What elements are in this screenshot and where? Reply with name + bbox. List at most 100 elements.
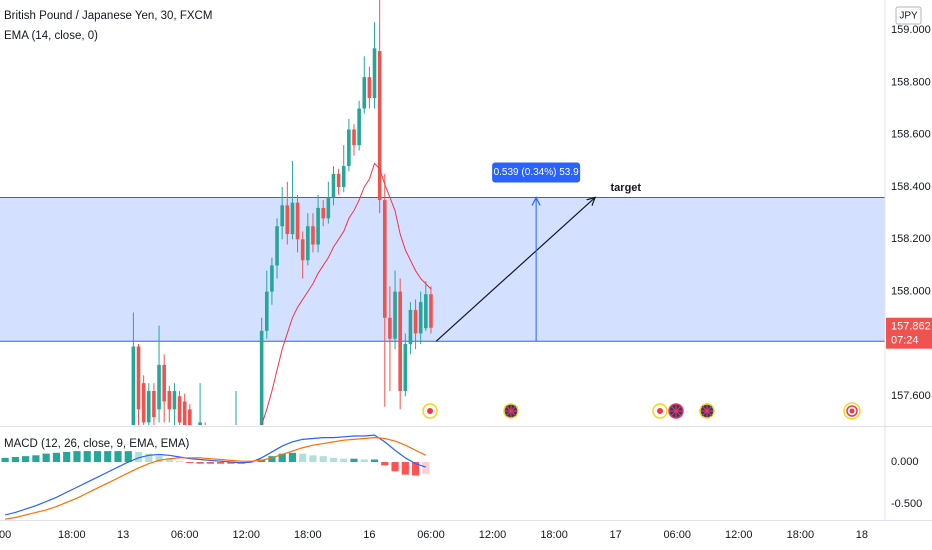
candle-body bbox=[403, 343, 408, 391]
countdown-label: 07:24 bbox=[891, 335, 919, 347]
x-tick-label: 00 bbox=[0, 529, 11, 541]
histogram-bar bbox=[299, 453, 307, 463]
y-tick-label: 158.600 bbox=[891, 129, 931, 141]
histogram-bar bbox=[175, 461, 184, 463]
y-tick-label: 158.000 bbox=[891, 286, 931, 298]
last-price-label: 157.862 bbox=[891, 321, 931, 333]
candle-body bbox=[341, 166, 346, 187]
candle-body bbox=[362, 77, 367, 109]
histogram-bar bbox=[217, 462, 225, 464]
candle-body bbox=[372, 48, 377, 99]
histogram-bar bbox=[145, 453, 153, 463]
ema-line bbox=[261, 162, 432, 425]
candle-body bbox=[326, 197, 331, 219]
candle-body bbox=[347, 129, 351, 167]
y-tick-label: 158.800 bbox=[891, 76, 931, 88]
candle-body bbox=[388, 317, 392, 339]
histogram-bar bbox=[114, 451, 122, 463]
candle-body bbox=[264, 291, 269, 331]
histogram-bar bbox=[104, 451, 112, 463]
histogram-bar bbox=[196, 462, 204, 464]
candle-body bbox=[290, 202, 295, 235]
event-icon[interactable] bbox=[843, 402, 861, 420]
y-tick-label: 158.400 bbox=[891, 181, 931, 193]
macd-pane bbox=[1, 434, 430, 520]
candle-body bbox=[167, 391, 172, 410]
y-tick-label: 158.200 bbox=[891, 233, 931, 245]
histogram-bar bbox=[93, 451, 102, 463]
candle-body bbox=[172, 391, 177, 410]
candle-body bbox=[316, 207, 320, 245]
candle-body bbox=[275, 226, 279, 266]
indicator-label: EMA (14, close, 0) bbox=[4, 30, 98, 42]
event-icon[interactable] bbox=[668, 403, 684, 419]
candle-body bbox=[352, 129, 356, 146]
event-icon[interactable] bbox=[652, 403, 668, 419]
x-tick-label: 16 bbox=[363, 529, 375, 541]
candle-body bbox=[141, 383, 146, 423]
histogram-bar bbox=[381, 462, 389, 466]
macd-line bbox=[4, 434, 427, 516]
histogram-bar bbox=[134, 451, 143, 463]
macd-line bbox=[5, 437, 427, 520]
histogram-bar bbox=[278, 453, 286, 463]
histogram-bar bbox=[155, 456, 163, 463]
histogram-bar bbox=[350, 458, 358, 463]
candle-body bbox=[321, 207, 326, 219]
candle-body bbox=[429, 294, 433, 328]
x-tick-label: 06:00 bbox=[417, 529, 445, 541]
zone bbox=[0, 197, 885, 342]
histogram-bar bbox=[422, 462, 430, 474]
candle-body bbox=[136, 346, 141, 410]
histogram-bar bbox=[319, 456, 327, 463]
event-icon[interactable] bbox=[503, 403, 519, 419]
candle-body bbox=[198, 422, 202, 425]
histogram-bar bbox=[268, 456, 276, 463]
histogram-bar bbox=[32, 455, 40, 463]
candle-body bbox=[146, 391, 151, 423]
candle-body bbox=[424, 294, 428, 329]
x-tick-label: 18 bbox=[856, 529, 868, 541]
x-tick-label: 13 bbox=[117, 529, 129, 541]
candle-body bbox=[280, 205, 284, 227]
last-price-box bbox=[886, 317, 932, 349]
x-tick-label: 18:00 bbox=[540, 529, 568, 541]
currency-box[interactable] bbox=[895, 6, 922, 25]
histogram-bar bbox=[227, 462, 235, 464]
event-icon[interactable] bbox=[699, 403, 715, 419]
candle-body bbox=[162, 364, 166, 402]
measure-box bbox=[492, 162, 581, 183]
x-tick-label: 12:00 bbox=[725, 529, 753, 541]
x-tick-label: 18:00 bbox=[787, 529, 815, 541]
histogram-bar bbox=[401, 462, 409, 475]
x-tick-label: 12:00 bbox=[479, 529, 507, 541]
histogram-bar bbox=[73, 451, 81, 463]
event-icon[interactable] bbox=[422, 403, 438, 419]
candle-body bbox=[393, 291, 397, 339]
x-tick-label: 06:00 bbox=[171, 529, 199, 541]
candle-body bbox=[306, 226, 310, 261]
histogram-bar bbox=[340, 458, 348, 463]
candle-body bbox=[259, 330, 264, 425]
histogram-bar bbox=[288, 452, 297, 463]
x-tick-label: 12:00 bbox=[232, 529, 260, 541]
histogram-bar bbox=[63, 451, 71, 463]
candle-body bbox=[418, 302, 423, 334]
currency-label[interactable]: JPY bbox=[899, 11, 918, 22]
price-pane bbox=[0, 0, 885, 425]
candle-body bbox=[336, 173, 341, 187]
candle-body bbox=[131, 346, 136, 425]
x-tick-label: 18:00 bbox=[58, 529, 86, 541]
histogram-bar bbox=[411, 462, 420, 476]
histogram-bar bbox=[329, 457, 338, 463]
target-label: target bbox=[611, 182, 642, 194]
candle-body bbox=[270, 265, 274, 292]
x-tick-label: 17 bbox=[610, 529, 622, 541]
x-tick-label: 18:00 bbox=[294, 529, 322, 541]
y-tick-label: -0.500 bbox=[891, 498, 922, 510]
histogram-bar bbox=[370, 459, 379, 463]
